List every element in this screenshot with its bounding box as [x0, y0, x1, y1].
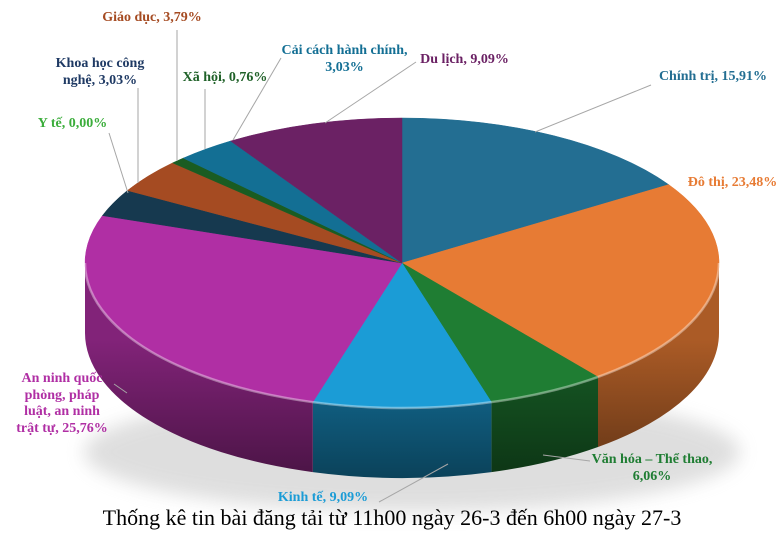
pie-slice-chinh-tri — [401, 117, 670, 264]
slice-label-line: luật, an ninh — [24, 404, 100, 420]
slice-label-line: Cải cách hành chính, — [281, 43, 408, 58]
leader-line-van-hoa — [542, 454, 591, 462]
pie-slice-kinh-te — [312, 262, 492, 409]
slice-label-xa-hoi: Xã hội, 0,76% — [155, 70, 295, 87]
pie-slice-du-lich — [230, 117, 403, 264]
slice-label-an-ninh: An ninh quốc phòng, pháp luật, an ninh trật… — [7, 371, 117, 437]
leader-line-an-ninh — [113, 383, 128, 394]
leader-line-y-te — [108, 132, 129, 194]
pie-slice-van-hoa — [401, 262, 599, 403]
slice-label-line: Văn hóa – Thể thao, — [591, 452, 713, 467]
leader-line-kinh-te — [378, 463, 449, 503]
slice-label-line: Xã hội, 0,76% — [182, 70, 268, 85]
slice-label-line: Kinh tế, 9,09% — [277, 490, 369, 505]
slice-label-line: trật tự, 25,76% — [16, 420, 108, 436]
slice-label-khcn: Khoa học công nghệ, 3,03% — [30, 56, 170, 89]
slice-label-y-te: Y tế, 0,00% — [5, 116, 140, 133]
slice-label-van-hoa: Văn hóa – Thể thao, 6,06% — [582, 452, 722, 485]
slice-label-line: Du lịch, 9,09% — [420, 52, 509, 67]
slice-label-line: nghệ, 3,03% — [62, 72, 138, 88]
slice-label-line: Giáo dục, 3,79% — [102, 10, 202, 25]
slice-label-line: Đô thị, 23,48% — [687, 175, 778, 190]
slice-label-line: Khoa học công — [55, 56, 145, 71]
pie-slice-an-ninh — [84, 215, 403, 403]
slice-label-line: Chính trị, 15,91% — [658, 69, 768, 84]
slice-label-line: phòng, pháp — [24, 387, 100, 403]
slice-label-line: 6,06% — [632, 468, 672, 484]
pie-slice-side-kinh-te — [312, 402, 492, 478]
slice-label-line: Y tế, 0,00% — [37, 116, 108, 131]
slice-label-du-lich: Du lịch, 9,09% — [402, 52, 527, 69]
slice-label-cai-cach: Cải cách hành chính, 3,03% — [272, 43, 417, 76]
slice-label-do-thi: Đô thị, 23,48% — [660, 175, 784, 192]
slice-label-giao-duc: Giáo dục, 3,79% — [82, 10, 222, 27]
slice-label-line: An ninh quốc — [21, 371, 103, 386]
slice-label-line: 3,03% — [325, 59, 364, 75]
leader-line-chinh-tri — [534, 84, 652, 133]
pie-slice-side-an-ninh — [85, 263, 313, 473]
leader-line-cai-cach — [232, 57, 282, 141]
slice-label-chinh-tri: Chính trị, 15,91% — [643, 69, 783, 86]
leader-line-du-lich — [324, 61, 417, 124]
pie-slice-side-do-thi — [598, 263, 719, 447]
pie-slice-side-van-hoa — [491, 377, 598, 473]
chart-title: Thống kê tin bài đăng tải từ 11h00 ngày … — [102, 505, 682, 530]
pie-rim-highlight — [83, 262, 721, 410]
pie-slice-do-thi — [401, 184, 720, 378]
slice-label-kinh-te: Kinh tế, 9,09% — [253, 490, 393, 507]
